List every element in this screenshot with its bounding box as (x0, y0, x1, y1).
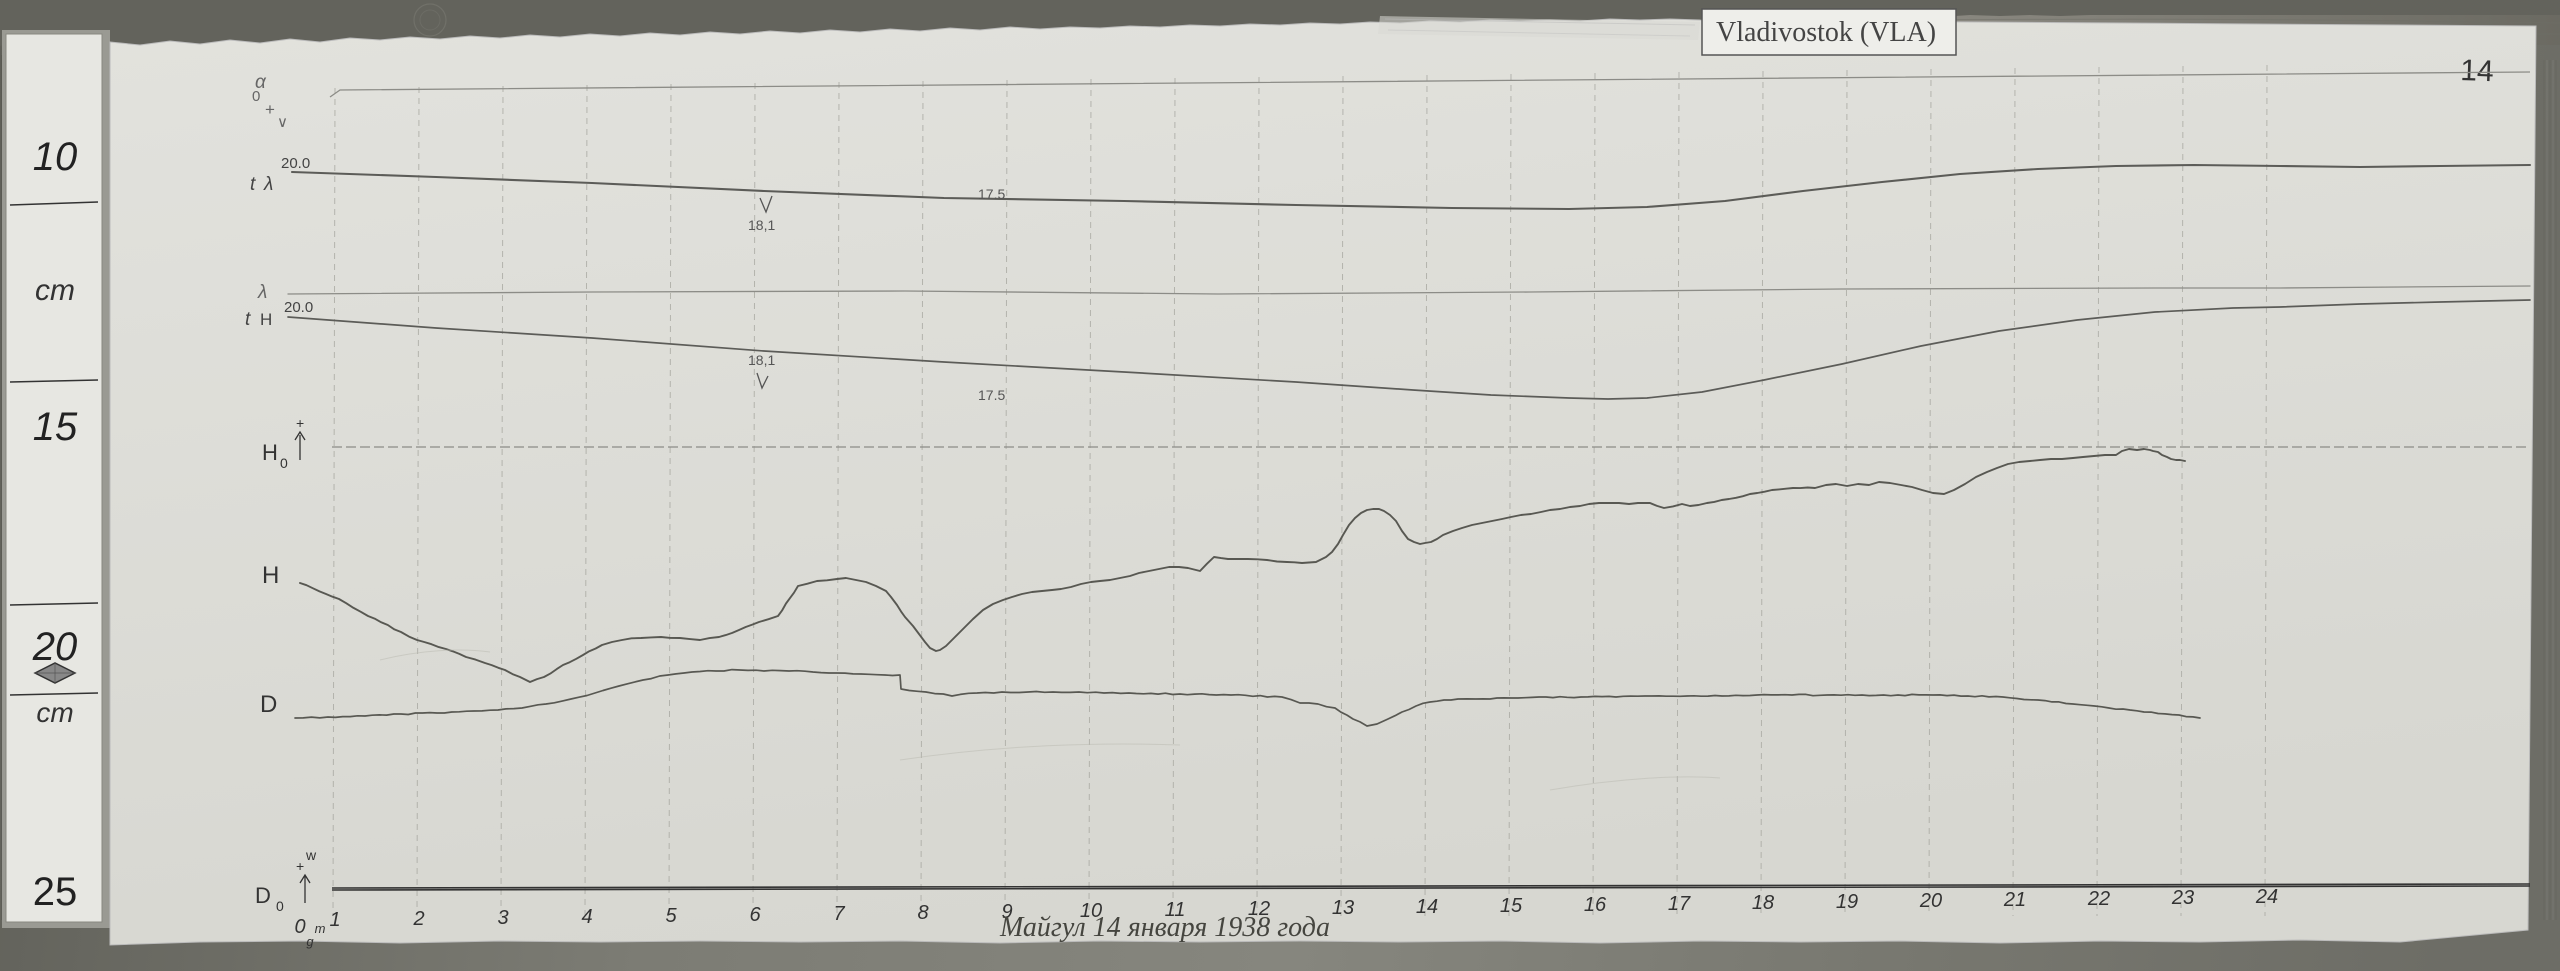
svg-text:w: w (305, 847, 317, 863)
svg-text:13: 13 (1332, 897, 1354, 919)
svg-text:λ: λ (263, 174, 273, 195)
svg-text:m: m (315, 921, 326, 936)
svg-text:14: 14 (2460, 54, 2495, 88)
svg-text:8: 8 (917, 902, 928, 924)
svg-text:cm: cm (35, 274, 75, 307)
svg-text:0: 0 (280, 455, 288, 471)
svg-text:14: 14 (1416, 896, 1438, 918)
svg-text:t: t (245, 309, 251, 330)
svg-text:cm: cm (36, 697, 73, 728)
svg-text:15: 15 (33, 405, 78, 449)
svg-text:4: 4 (581, 906, 592, 928)
svg-text:6: 6 (749, 904, 761, 926)
svg-text:λ: λ (257, 282, 267, 303)
svg-text:2: 2 (412, 908, 424, 930)
svg-text:+: + (265, 100, 275, 119)
svg-text:18,1: 18,1 (748, 352, 775, 368)
svg-text:20: 20 (32, 625, 78, 669)
svg-text:H: H (262, 562, 279, 589)
svg-text:17.5: 17.5 (978, 186, 1005, 202)
svg-text:D: D (260, 691, 277, 718)
svg-text:10: 10 (33, 135, 78, 179)
svg-text:+: + (296, 858, 304, 874)
svg-text:20.0: 20.0 (281, 155, 310, 172)
svg-text:g: g (306, 934, 314, 949)
svg-text:21: 21 (2003, 889, 2026, 911)
svg-text:t: t (250, 174, 256, 195)
svg-text:22: 22 (2087, 888, 2110, 910)
svg-text:24: 24 (2255, 886, 2278, 908)
svg-text:Vladivostok (VLA): Vladivostok (VLA) (1716, 17, 1936, 48)
svg-text:15: 15 (1500, 895, 1523, 917)
svg-text:17: 17 (1668, 893, 1691, 915)
svg-text:3: 3 (497, 907, 508, 929)
svg-text:23: 23 (2171, 887, 2194, 909)
svg-text:7: 7 (833, 903, 845, 925)
svg-text:H: H (260, 310, 272, 329)
svg-text:20: 20 (1919, 890, 1942, 912)
svg-text:25: 25 (33, 870, 78, 914)
svg-text:18: 18 (1752, 892, 1774, 914)
svg-text:0: 0 (276, 898, 284, 914)
svg-text:17.5: 17.5 (978, 387, 1005, 403)
svg-text:Майгул 14 января 1938 года: Майгул 14 января 1938 года (999, 912, 1330, 943)
svg-text:1: 1 (329, 909, 340, 931)
svg-text:19: 19 (1836, 891, 1858, 913)
svg-text:+: + (296, 415, 304, 431)
svg-text:D: D (255, 883, 271, 908)
svg-text:18,1: 18,1 (748, 217, 775, 233)
svg-text:H: H (262, 440, 278, 465)
svg-text:20.0: 20.0 (284, 299, 313, 316)
svg-text:16: 16 (1584, 894, 1607, 916)
svg-text:∨: ∨ (277, 114, 288, 131)
svg-text:0: 0 (294, 916, 305, 938)
svg-text:5: 5 (665, 905, 677, 927)
svg-text:0: 0 (252, 88, 260, 105)
